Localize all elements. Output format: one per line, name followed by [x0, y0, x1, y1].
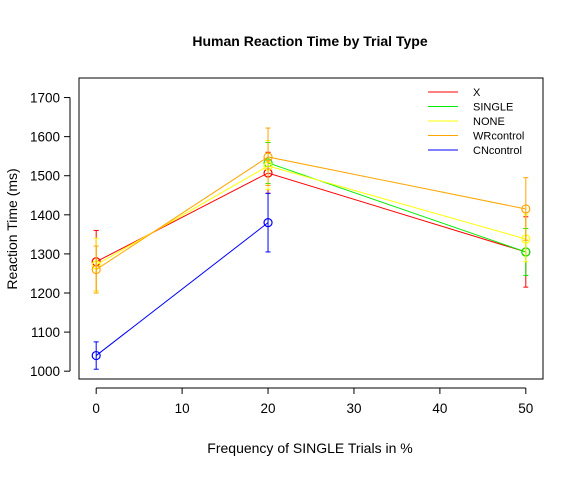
data-point: [263, 152, 273, 162]
y-tick-label: 1400: [30, 208, 60, 223]
y-axis: 1000 1100 1200 1300 1400 1500 1600 1700: [30, 91, 71, 379]
series-wrcontrol: [91, 127, 531, 294]
data-point: [521, 204, 531, 214]
legend-label-x: X: [473, 87, 481, 99]
series-layer: [91, 127, 531, 370]
y-tick-label: 1500: [30, 169, 60, 184]
y-tick-label: 1600: [30, 130, 60, 145]
plot-frame: [78, 77, 544, 380]
y-tick-label: 1100: [31, 325, 60, 340]
series-line-x: [95, 172, 526, 263]
x-tick-label: 10: [175, 401, 190, 416]
series-line-none: [95, 165, 526, 266]
x-tick-label: 0: [92, 401, 100, 416]
series-single: [263, 142, 531, 276]
series-line-cncontrol: [95, 222, 269, 356]
y-tick-label: 1700: [30, 91, 60, 106]
y-tick-label: 1000: [30, 364, 60, 379]
x-axis: 0 10 20 30 40 50: [92, 387, 533, 416]
y-axis-label: Reaction Time (ms): [4, 168, 20, 289]
legend-label-wrcontrol: WRcontrol: [473, 131, 524, 143]
series-line-wrcontrol: [95, 156, 526, 270]
legend-label-none: NONE: [473, 116, 505, 128]
chart-title: Human Reaction Time by Trial Type: [192, 33, 427, 49]
series-line-single: [267, 162, 526, 253]
y-tick-label: 1200: [30, 286, 60, 301]
x-tick-label: 20: [261, 401, 276, 416]
y-tick-label: 1300: [30, 247, 60, 262]
x-axis-label: Frequency of SINGLE Trials in %: [207, 440, 412, 456]
series-cncontrol: [91, 192, 273, 370]
legend-label-cncontrol: CNcontrol: [473, 145, 522, 157]
legend: X SINGLE NONE WRcontrol CNcontrol: [428, 87, 524, 157]
x-tick-label: 30: [346, 401, 361, 416]
x-tick-label: 40: [432, 401, 447, 416]
data-point: [91, 350, 101, 361]
data-point: [91, 264, 101, 275]
data-point: [263, 218, 273, 228]
x-tick-label: 50: [518, 401, 533, 416]
series-none: [91, 140, 531, 292]
legend-label-single: SINGLE: [473, 102, 513, 114]
